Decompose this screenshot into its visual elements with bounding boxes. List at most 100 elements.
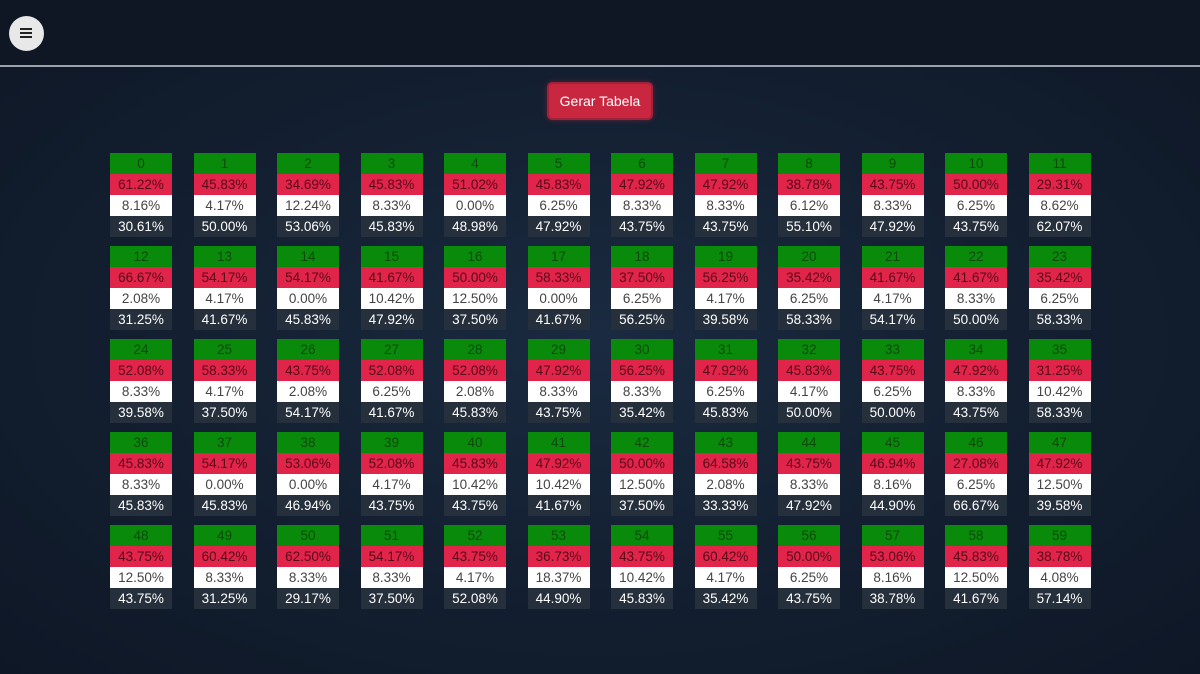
red-percent: 61.22% <box>110 174 172 195</box>
dark-percent: 47.92% <box>527 216 590 237</box>
dark-percent: 58.33% <box>1028 309 1091 330</box>
white-percent: 8.62% <box>1028 195 1091 216</box>
dark-percent: 43.75% <box>778 588 840 609</box>
white-percent: 6.25% <box>778 567 840 588</box>
dark-percent: 45.83% <box>611 588 673 609</box>
cell-number: 34 <box>945 339 1007 360</box>
dark-percent: 58.33% <box>1028 402 1091 423</box>
cell-number: 27 <box>360 339 423 360</box>
result-cell: 58 45.83% 12.50% 41.67% <box>945 525 1007 609</box>
white-percent: 8.16% <box>861 567 924 588</box>
cell-number: 35 <box>1028 339 1091 360</box>
white-percent: 4.08% <box>1028 567 1091 588</box>
white-percent: 10.42% <box>1028 381 1091 402</box>
dark-percent: 66.67% <box>945 495 1007 516</box>
red-percent: 27.08% <box>945 453 1007 474</box>
white-percent: 12.50% <box>1028 474 1091 495</box>
result-cell: 53 36.73% 18.37% 44.90% <box>527 525 590 609</box>
result-cell: 22 41.67% 8.33% 50.00% <box>945 246 1007 330</box>
result-cell: 37 54.17% 0.00% 45.83% <box>193 432 256 516</box>
result-cell: 32 45.83% 4.17% 50.00% <box>778 339 840 423</box>
white-percent: 12.50% <box>611 474 673 495</box>
red-percent: 47.92% <box>694 360 757 381</box>
white-percent: 8.33% <box>778 474 840 495</box>
result-cell: 26 43.75% 2.08% 54.17% <box>277 339 339 423</box>
result-cell: 2 34.69% 12.24% 53.06% <box>277 153 339 237</box>
red-percent: 58.33% <box>527 267 590 288</box>
red-percent: 45.83% <box>444 453 506 474</box>
cell-number: 49 <box>193 525 256 546</box>
result-cell: 36 45.83% 8.33% 45.83% <box>110 432 172 516</box>
result-cell: 24 52.08% 8.33% 39.58% <box>110 339 172 423</box>
result-cell: 56 50.00% 6.25% 43.75% <box>778 525 840 609</box>
red-percent: 52.08% <box>360 453 423 474</box>
cell-number: 24 <box>110 339 172 360</box>
dark-percent: 45.83% <box>444 402 506 423</box>
cell-number: 23 <box>1028 246 1091 267</box>
result-cell: 42 50.00% 12.50% 37.50% <box>611 432 673 516</box>
white-percent: 8.33% <box>945 288 1007 309</box>
dark-percent: 47.92% <box>861 216 924 237</box>
dark-percent: 37.50% <box>444 309 506 330</box>
dark-percent: 45.83% <box>193 495 256 516</box>
cell-number: 7 <box>694 153 757 174</box>
cell-number: 51 <box>360 525 423 546</box>
white-percent: 10.42% <box>611 567 673 588</box>
red-percent: 50.00% <box>611 453 673 474</box>
cell-number: 3 <box>360 153 423 174</box>
red-percent: 47.92% <box>694 174 757 195</box>
white-percent: 0.00% <box>277 288 339 309</box>
result-cell: 34 47.92% 8.33% 43.75% <box>945 339 1007 423</box>
red-percent: 60.42% <box>694 546 757 567</box>
red-percent: 45.83% <box>360 174 423 195</box>
dark-percent: 48.98% <box>444 216 506 237</box>
cell-number: 21 <box>861 246 924 267</box>
dark-percent: 47.92% <box>778 495 840 516</box>
white-percent: 2.08% <box>694 474 757 495</box>
dark-percent: 58.33% <box>778 309 840 330</box>
result-cell: 52 43.75% 4.17% 52.08% <box>444 525 506 609</box>
dark-percent: 41.67% <box>193 309 256 330</box>
result-cell: 41 47.92% 10.42% 41.67% <box>527 432 590 516</box>
red-percent: 34.69% <box>277 174 339 195</box>
red-percent: 43.75% <box>444 546 506 567</box>
red-percent: 45.83% <box>945 546 1007 567</box>
cell-number: 37 <box>193 432 256 453</box>
white-percent: 2.08% <box>444 381 506 402</box>
red-percent: 43.75% <box>277 360 339 381</box>
dark-percent: 44.90% <box>861 495 924 516</box>
result-cell: 48 43.75% 12.50% 43.75% <box>110 525 172 609</box>
dark-percent: 31.25% <box>193 588 256 609</box>
result-cell: 45 46.94% 8.16% 44.90% <box>861 432 924 516</box>
white-percent: 4.17% <box>193 288 256 309</box>
result-cell: 20 35.42% 6.25% 58.33% <box>778 246 840 330</box>
cell-number: 33 <box>861 339 924 360</box>
cell-number: 32 <box>778 339 840 360</box>
result-cell: 50 62.50% 8.33% 29.17% <box>277 525 339 609</box>
cell-number: 10 <box>945 153 1007 174</box>
white-percent: 6.25% <box>1028 288 1091 309</box>
red-percent: 56.25% <box>611 360 673 381</box>
white-percent: 8.16% <box>110 195 172 216</box>
white-percent: 10.42% <box>444 474 506 495</box>
result-cell: 35 31.25% 10.42% 58.33% <box>1028 339 1091 423</box>
red-percent: 45.83% <box>778 360 840 381</box>
result-cell: 19 56.25% 4.17% 39.58% <box>694 246 757 330</box>
menu-button[interactable] <box>9 16 44 51</box>
dark-percent: 50.00% <box>861 402 924 423</box>
generate-button[interactable]: Gerar Tabela <box>547 82 653 120</box>
dark-percent: 37.50% <box>193 402 256 423</box>
white-percent: 4.17% <box>694 288 757 309</box>
result-cell: 18 37.50% 6.25% 56.25% <box>611 246 673 330</box>
red-percent: 38.78% <box>1028 546 1091 567</box>
result-cell: 5 45.83% 6.25% 47.92% <box>527 153 590 237</box>
cell-number: 41 <box>527 432 590 453</box>
red-percent: 47.92% <box>611 174 673 195</box>
white-percent: 6.25% <box>861 381 924 402</box>
red-percent: 45.83% <box>193 174 256 195</box>
white-percent: 6.25% <box>360 381 423 402</box>
red-percent: 47.92% <box>527 360 590 381</box>
red-percent: 47.92% <box>1028 453 1091 474</box>
cell-number: 19 <box>694 246 757 267</box>
